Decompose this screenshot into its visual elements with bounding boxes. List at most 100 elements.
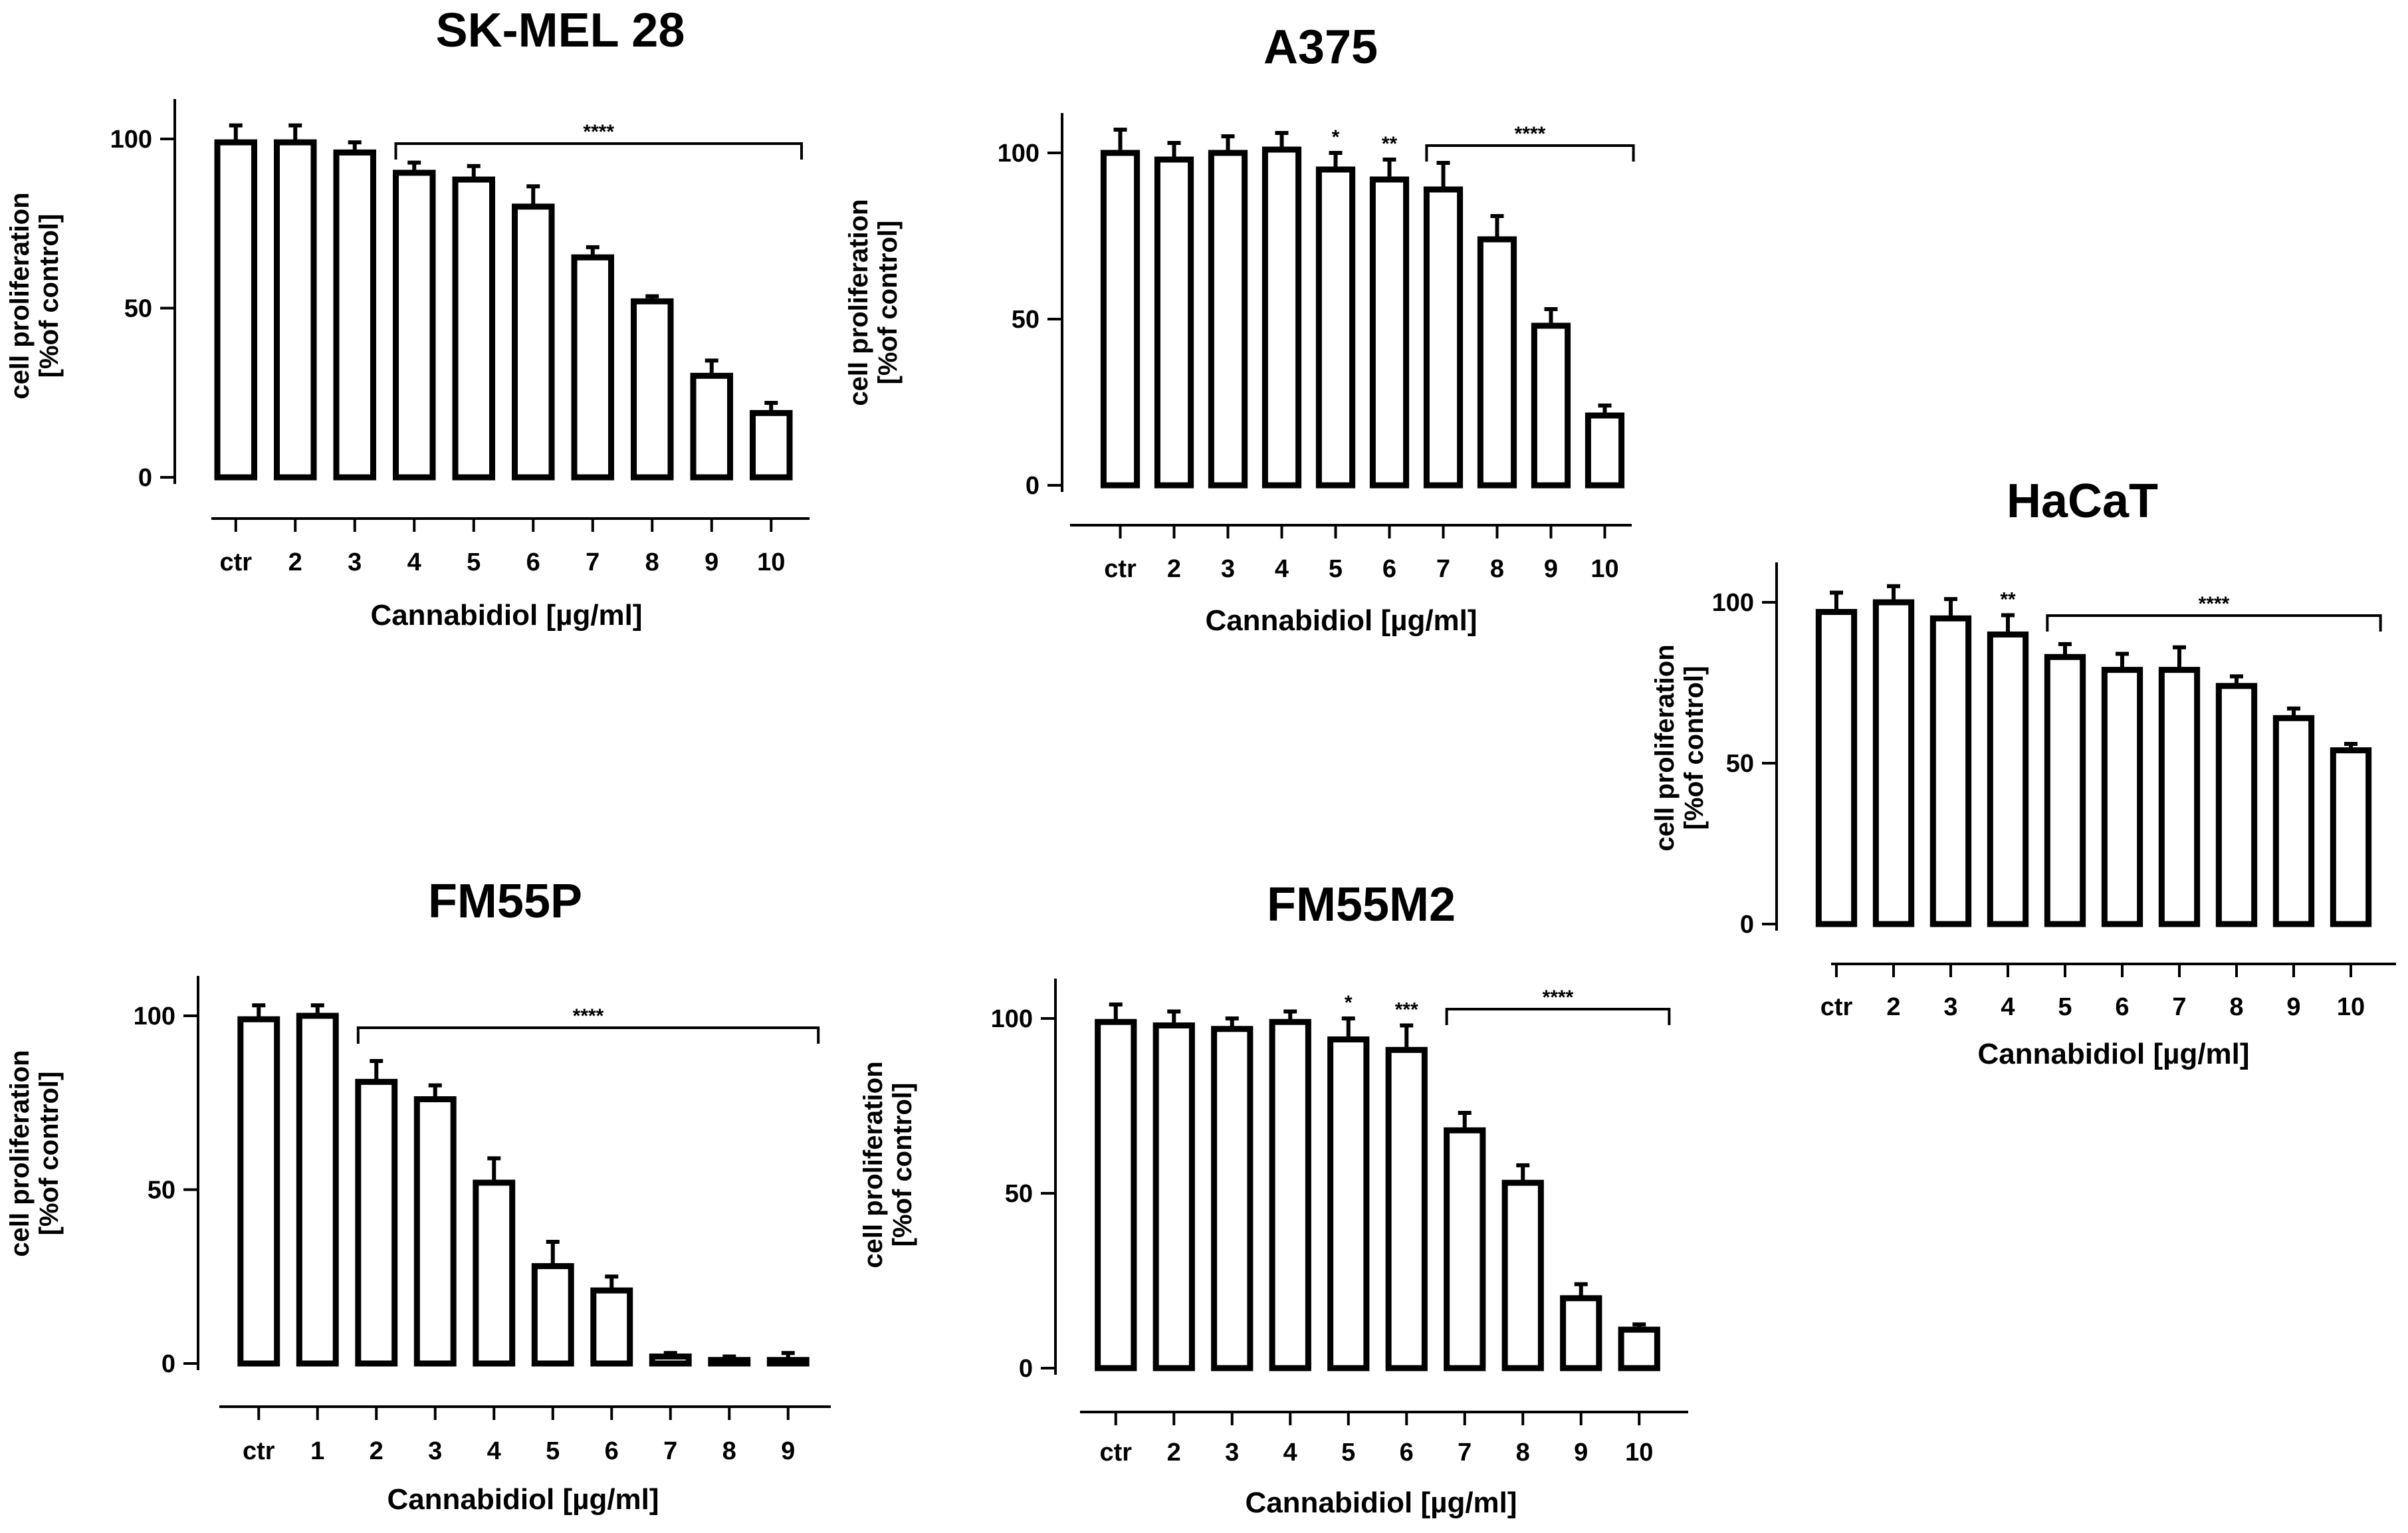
bar [1477,236,1517,489]
bar [1423,186,1464,489]
bar [473,1179,516,1367]
bar [766,1357,810,1367]
bar [1929,615,1972,927]
error-bar [546,1239,560,1266]
bar [2215,683,2258,927]
x-tick-label: 7 [663,1437,677,1465]
x-tick-label: 8 [2229,993,2243,1021]
error-bar [1944,597,1957,619]
bar [1208,150,1248,489]
y-axis-label-line2: [%of control] [35,214,64,378]
y-tick-label: 50 [1012,306,1040,334]
bar [1261,146,1302,489]
error-bar [764,401,778,413]
bar [214,139,257,481]
x-tick-label: 7 [2172,993,2186,1021]
error-bar [1275,131,1289,150]
chart-panel-4: FM55M2 cell proliferation[%of control] 0 50… [859,878,1688,1519]
bar [1560,1295,1602,1371]
bar [2158,667,2201,927]
y-axis-label-line1: cell proliferation [5,1050,35,1256]
error-bar [1632,1322,1646,1330]
y-axis-label: cell proliferation[%of control] [859,1061,917,1268]
error-bar [705,358,718,376]
y-tick-label: 100 [134,1002,175,1030]
bar [631,298,674,481]
y-axis-label-line2: [%of control] [888,1083,917,1247]
error-bar [348,140,362,153]
significance-bracket [356,1026,820,1044]
x-tick-label: 10 [1590,555,1618,583]
error-bar [310,1003,324,1016]
x-tick-label: 2 [288,548,302,576]
significance-bracket [2046,614,2382,632]
error-bar [1167,141,1181,160]
error-bar [1341,1016,1355,1040]
error-bar [1830,590,1843,612]
x-tick-label: 2 [1167,1439,1181,1467]
bar [355,1078,398,1367]
y-tick-label: 0 [1740,911,1754,939]
bar [2330,747,2372,927]
chart-title: FM55M2 [1267,878,1456,931]
significance-label: **** [2199,593,2230,615]
x-tick-label: 10 [1625,1439,1653,1467]
bar [1872,599,1915,927]
error-bar [487,1156,501,1183]
error-bar [1458,1111,1472,1131]
error-bar [1887,584,1900,602]
x-axis-label: Cannabidiol [µg/ml] [370,599,642,632]
y-axis-label-line2: [%of control] [873,221,903,385]
bar [1315,166,1356,489]
bar [296,1012,339,1367]
bar [1269,1018,1311,1371]
y-tick-label: 50 [1005,1180,1033,1208]
error-bar [2116,651,2129,670]
y-tick-label: 0 [138,464,152,492]
x-tick-label: 8 [1490,555,1504,583]
error-bar [605,1274,619,1291]
error-bar [2344,741,2357,751]
x-tick-label: 9 [705,548,718,576]
error-bar [288,123,302,143]
x-tick-label: 3 [1225,1439,1239,1467]
y-axis-label-line1: cell proliferation [844,199,873,406]
bar [1211,1026,1254,1371]
bar [690,372,733,481]
bar [1815,609,1858,927]
x-tick-label: 6 [2115,993,2129,1021]
bar [1327,1036,1370,1371]
x-axis-label: Cannabidiol [µg/ml] [1977,1038,2249,1070]
chart-panel-2: HaCaT cell proliferation[%of control] 0 50 1… [1650,475,2396,1070]
y-axis-label-line2: [%of control] [1680,666,1709,830]
bar [1531,322,1571,489]
bar [1100,150,1141,489]
x-tick-label: 5 [546,1437,560,1465]
significance-bracket [394,142,803,160]
x-tick-label: 7 [586,548,600,576]
error-bar [1490,214,1504,239]
x-tick-label: 9 [781,1437,795,1465]
bar [531,1263,574,1367]
y-tick-label: 100 [110,126,152,154]
bar [1095,1018,1137,1371]
error-bar [467,164,481,180]
x-tick-label: 9 [2286,993,2300,1021]
error-bar [370,1058,383,1082]
x-tick-label: ctr [1099,1439,1132,1467]
error-bar [2058,642,2072,657]
y-tick-label: 100 [991,1005,1033,1033]
x-tick-label: 6 [1400,1439,1414,1467]
significance-label: **** [583,121,614,143]
x-tick-label: 8 [1516,1439,1530,1467]
x-tick-label: 5 [467,548,481,576]
error-bar [1574,1282,1588,1298]
error-bar [1598,404,1612,415]
x-tick-label: 2 [1167,555,1181,583]
x-tick-label: 3 [428,1437,442,1465]
y-tick-label: 0 [1019,1355,1033,1383]
x-tick-label: 5 [1341,1439,1355,1467]
x-axis-label: Cannabidiol [µg/ml] [1245,1486,1517,1519]
y-axis-label-line1: cell proliferation [1650,644,1680,851]
